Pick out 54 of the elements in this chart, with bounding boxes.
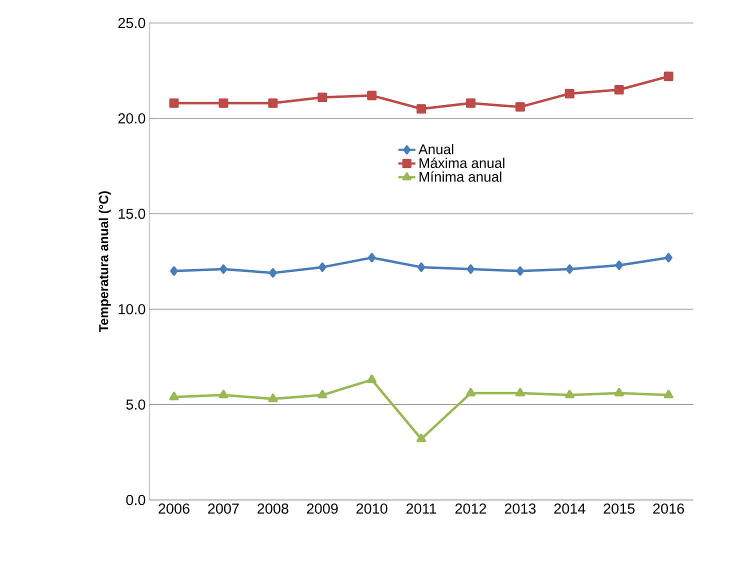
x-tick-label: 2013 [504,503,536,514]
x-tick-label: 2011 [406,503,436,514]
point [318,92,328,102]
y-tick-label: 15.0 [118,208,146,219]
point [564,390,574,398]
legend-label: Anual [418,144,454,154]
point [318,390,328,398]
point [268,394,278,402]
point [368,252,376,262]
point [664,72,674,82]
point [515,388,525,396]
legend-label: Máxima anual [420,158,504,168]
x-tick-label: 2014 [554,503,586,514]
point [515,102,525,112]
point [169,98,179,108]
point [416,104,426,114]
point [417,262,426,272]
point [614,85,624,95]
point [318,262,326,272]
point [466,388,476,396]
point [367,90,377,100]
point [564,88,574,98]
x-tick-label: 2010 [356,503,388,514]
point [466,98,476,108]
point [269,268,277,278]
y-tick-label: 10.0 [118,304,146,314]
x-tick-label: 2012 [455,503,486,514]
point [664,252,672,262]
point [170,266,178,276]
point [218,390,228,398]
x-tick-label: 2015 [604,503,635,514]
x-tick-label: 2007 [208,503,239,514]
y-tick-label: 20.0 [118,113,146,124]
point [664,390,674,398]
y-tick-label: 5.0 [126,399,146,410]
legend-label: Mínima anual [420,171,502,182]
point [566,264,574,274]
point [218,98,228,108]
point [516,266,524,276]
point [614,388,624,396]
y-tick-label: 0.0 [126,494,146,506]
x-tick-label: 2006 [158,503,190,514]
x-tick-label: 2008 [258,503,288,514]
x-tick-label: 2016 [653,503,684,514]
y-tick-label: 25.0 [118,18,146,28]
y-axis-title: Temperatura anual (°C) [98,191,111,332]
point [416,434,426,442]
point [220,264,228,274]
x-tick-label: 2009 [307,503,338,514]
point [615,260,623,270]
point [169,392,179,400]
point [268,98,278,108]
point [367,374,377,384]
point [466,264,475,274]
